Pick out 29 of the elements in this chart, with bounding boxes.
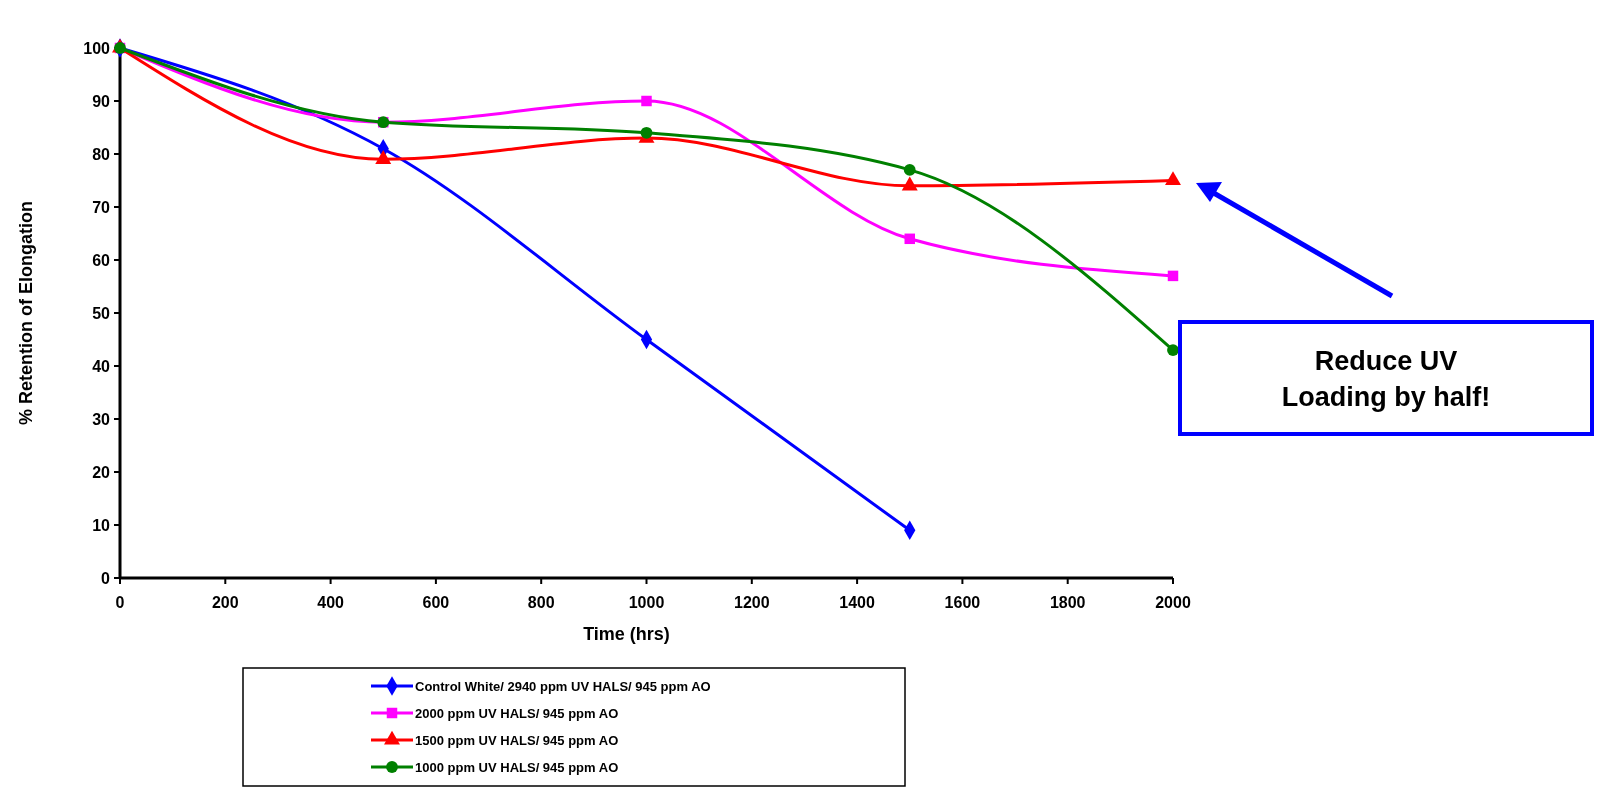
x-tick-label: 1600 bbox=[944, 594, 981, 611]
y-tick-label: 30 bbox=[92, 410, 111, 428]
y-tick-label: 90 bbox=[92, 92, 111, 110]
legend-label: 1500 ppm UV HALS/ 945 ppm AO bbox=[415, 732, 619, 748]
y-tick-label: 100 bbox=[83, 39, 111, 57]
legend-label: Control White/ 2940 ppm UV HALS/ 945 ppm AO bbox=[415, 678, 711, 694]
x-tick-label: 600 bbox=[422, 594, 450, 611]
legend-label: 1000 ppm UV HALS/ 945 ppm AO bbox=[415, 759, 619, 775]
y-axis-title: % Retention of Elongation bbox=[16, 201, 36, 425]
y-tick-label: 10 bbox=[92, 516, 111, 534]
y-tick-label: 80 bbox=[92, 145, 111, 163]
y-tick-label: 50 bbox=[92, 304, 111, 322]
x-tick-label: 1800 bbox=[1049, 594, 1086, 611]
x-tick-label: 0 bbox=[115, 594, 125, 611]
x-tick-label: 1000 bbox=[628, 594, 665, 611]
x-axis-title: Time (hrs) bbox=[583, 624, 670, 644]
legend-label: 2000 ppm UV HALS/ 945 ppm AO bbox=[415, 705, 619, 721]
x-tick-label: 1200 bbox=[734, 594, 770, 611]
text: Reduce UV Loading by half! bbox=[1281, 346, 1491, 413]
y-tick-label: 20 bbox=[92, 463, 111, 481]
y-tick-label: 40 bbox=[92, 357, 111, 375]
y-tick-label: 0 bbox=[101, 569, 111, 587]
x-tick-label: 1400 bbox=[839, 594, 875, 611]
y-tick-label: 60 bbox=[92, 251, 111, 269]
y-tick-label: 70 bbox=[92, 198, 111, 216]
x-tick-label: 400 bbox=[317, 594, 345, 611]
x-tick-label: 200 bbox=[211, 594, 239, 611]
x-tick-label: 800 bbox=[527, 594, 555, 611]
x-tick-label: 2000 bbox=[1155, 594, 1191, 611]
